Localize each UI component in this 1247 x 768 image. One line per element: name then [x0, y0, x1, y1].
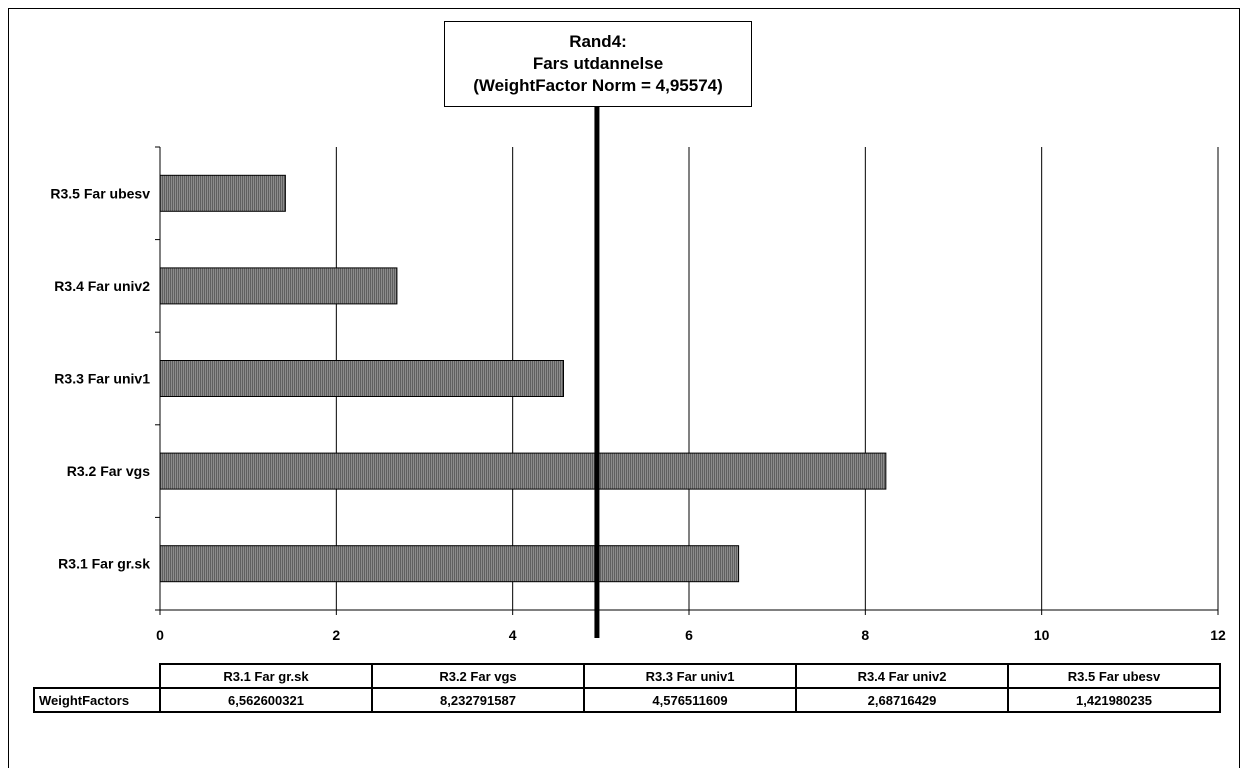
category-label: R3.3 Far univ1 [54, 371, 150, 387]
data-table: R3.1 Far gr.sk R3.2 Far vgs R3.3 Far uni… [33, 663, 1221, 713]
x-tick-label: 8 [861, 627, 869, 643]
table-header-row: R3.1 Far gr.sk R3.2 Far vgs R3.3 Far uni… [34, 663, 1221, 689]
bar [159, 174, 286, 212]
chart-title: Rand4: Fars utdannelse (WeightFactor Nor… [444, 21, 752, 107]
bar [159, 545, 740, 583]
category-label: R3.5 Far ubesv [50, 185, 150, 201]
x-tick-label: 10 [1034, 627, 1050, 643]
table-corner [34, 664, 161, 688]
table-value-cell: 1,421980235 [1007, 687, 1221, 713]
category-label: R3.2 Far vgs [67, 463, 150, 479]
table-header-cell: R3.1 Far gr.sk [159, 663, 373, 689]
table-row: WeightFactors 6,562600321 8,232791587 4,… [33, 687, 1221, 713]
table-row-label: WeightFactors [33, 687, 161, 713]
table-value-cell: 6,562600321 [159, 687, 373, 713]
title-line-3: (WeightFactor Norm = 4,95574) [473, 76, 723, 95]
table-header-cell: R3.5 Far ubesv [1007, 663, 1221, 689]
table-value-cell: 8,232791587 [371, 687, 585, 713]
x-tick-label: 4 [509, 627, 517, 643]
table-header-cell: R3.2 Far vgs [371, 663, 585, 689]
title-line-2: Fars utdannelse [532, 54, 664, 73]
table-header-cell: R3.3 Far univ1 [583, 663, 797, 689]
x-tick-label: 6 [685, 627, 693, 643]
bar-chart: 0 2 4 6 8 10 12 R3.1 Far gr.sk R3.2 Far vgs R3.3 … [50, 105, 1226, 643]
table-header-cell: R3.4 Far univ2 [795, 663, 1009, 689]
table-value-cell: 2,68716429 [795, 687, 1009, 713]
chart-frame [8, 8, 1240, 768]
table-value-cell: 4,576511609 [583, 687, 797, 713]
bar [159, 452, 887, 490]
title-line-1: Rand4: [569, 32, 627, 51]
x-tick-label: 2 [332, 627, 340, 643]
bar [159, 360, 564, 397]
bar [159, 267, 398, 305]
category-label: R3.1 Far gr.sk [58, 556, 150, 572]
x-tick-label: 0 [156, 627, 164, 643]
category-label: R3.4 Far univ2 [54, 278, 150, 294]
x-tick-label: 12 [1210, 627, 1226, 643]
